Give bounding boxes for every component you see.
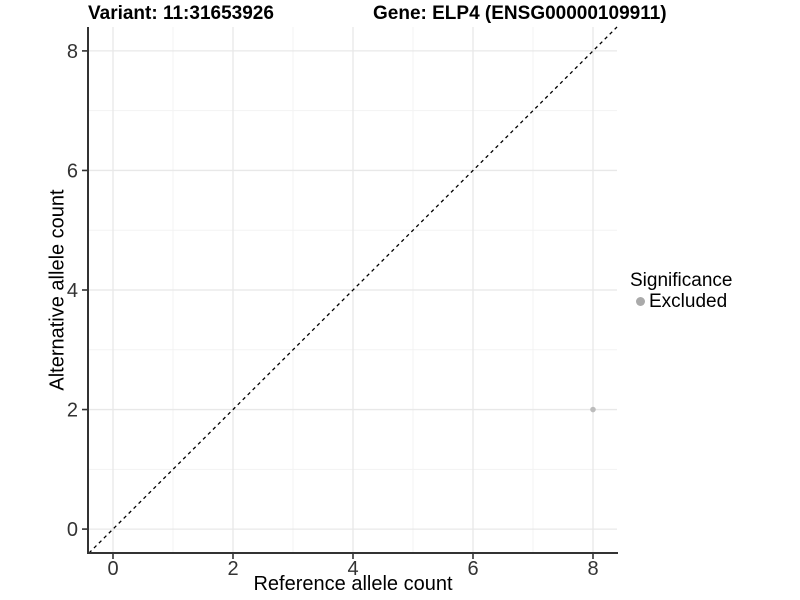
y-axis-title: Alternative allele count bbox=[46, 189, 69, 391]
axis-ticks bbox=[82, 50, 594, 559]
x-axis-title: Reference allele count bbox=[0, 573, 800, 596]
identity-reference-line bbox=[88, 26, 618, 554]
x-tick-label: 6 bbox=[467, 558, 478, 580]
y-tick-label: 4 bbox=[67, 280, 78, 302]
x-tick-label: 0 bbox=[107, 558, 118, 580]
scatter-point bbox=[590, 406, 596, 413]
axis-lines bbox=[87, 27, 618, 554]
x-axis-title-text: Reference allele count bbox=[253, 573, 453, 595]
x-tick-label: 4 bbox=[347, 558, 358, 580]
legend-title: Significance bbox=[630, 270, 733, 291]
legend-item-label: Excluded bbox=[649, 291, 728, 312]
variant-title: Variant: 11:31653926 bbox=[88, 3, 274, 24]
y-tick-label: 0 bbox=[67, 519, 78, 541]
excluded-point-icon bbox=[636, 297, 645, 306]
axis-tick-labels: 0 2 4 6 8 0 2 4 6 8 bbox=[67, 41, 599, 580]
y-tick-label: 2 bbox=[67, 400, 78, 422]
gene-title: Gene: ELP4 (ENSG00000109911) bbox=[373, 3, 667, 24]
y-tick-label: 8 bbox=[67, 41, 78, 63]
legend: Significance Excluded bbox=[630, 270, 733, 312]
data-points bbox=[590, 406, 596, 413]
x-tick-label: 8 bbox=[587, 558, 598, 580]
x-tick-label: 2 bbox=[227, 558, 238, 580]
y-tick-label: 6 bbox=[67, 160, 78, 182]
legend-item-excluded: Excluded bbox=[630, 292, 732, 311]
